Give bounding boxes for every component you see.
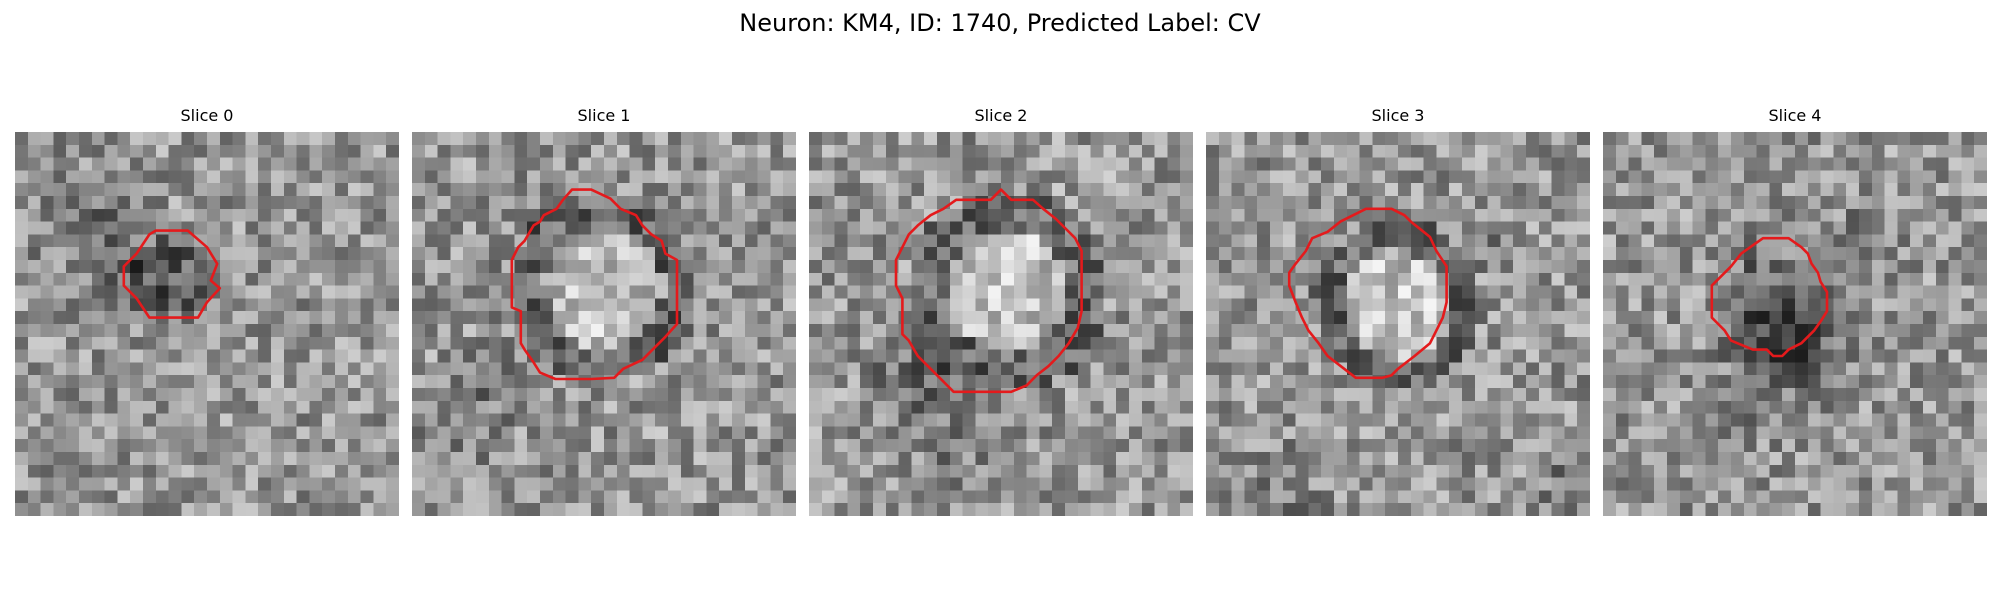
slice-title: Slice 4 bbox=[1768, 106, 1822, 125]
slice-title: Slice 3 bbox=[1371, 106, 1425, 125]
slice-title: Slice 2 bbox=[974, 106, 1028, 125]
slice-panel-3: Slice 3 bbox=[1206, 106, 1590, 516]
slice-panel-4: Slice 4 bbox=[1603, 106, 1987, 516]
roi-contour bbox=[510, 188, 679, 381]
roi-contour bbox=[1710, 236, 1829, 358]
slice-panel-0: Slice 0 bbox=[15, 106, 399, 516]
slice-title: Slice 1 bbox=[577, 106, 631, 125]
roi-contour bbox=[1287, 207, 1448, 380]
slice-panel-1: Slice 1 bbox=[412, 106, 796, 516]
slice-image-2 bbox=[809, 132, 1193, 516]
slice-title: Slice 0 bbox=[180, 106, 234, 125]
slice-image-0 bbox=[15, 132, 399, 516]
figure-title: Neuron: KM4, ID: 1740, Predicted Label: … bbox=[739, 9, 1261, 37]
slice-image-3 bbox=[1206, 132, 1590, 516]
roi-contour bbox=[894, 188, 1083, 394]
roi-contour bbox=[122, 229, 222, 319]
slice-image-1 bbox=[412, 132, 796, 516]
slice-panel-2: Slice 2 bbox=[809, 106, 1193, 516]
slice-image-4 bbox=[1603, 132, 1987, 516]
